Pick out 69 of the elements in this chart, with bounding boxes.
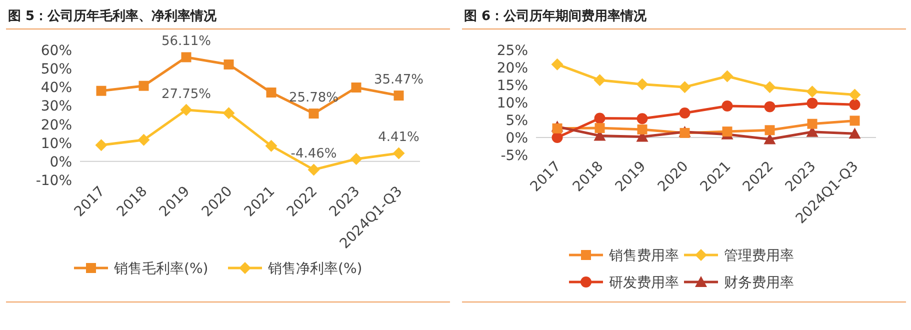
y-tick-label: 10% bbox=[40, 136, 72, 152]
y-tick-label: 30% bbox=[40, 98, 72, 115]
data-label: 35.47% bbox=[374, 72, 424, 88]
y-tick-label: 40% bbox=[40, 80, 72, 96]
point bbox=[96, 86, 106, 96]
point bbox=[848, 88, 861, 101]
legend-label: 销售毛利率(%) bbox=[113, 261, 208, 277]
chart-title: 图 6：公司历年期间费用率情况 bbox=[464, 8, 648, 24]
y-tick-label: -10% bbox=[36, 173, 72, 189]
point bbox=[637, 124, 648, 134]
point bbox=[594, 123, 605, 134]
point bbox=[721, 70, 734, 82]
y-tick-label: 15% bbox=[496, 78, 528, 94]
legend-label: 销售费用率 bbox=[608, 248, 679, 264]
y-tick-label: 0% bbox=[506, 130, 528, 146]
y-tick-label: 25% bbox=[496, 43, 528, 59]
legend-label: 管理费用率 bbox=[724, 248, 794, 264]
point bbox=[266, 88, 276, 98]
y-tick-label: 50% bbox=[40, 62, 72, 78]
data-label: 4.41% bbox=[378, 130, 420, 146]
point bbox=[138, 134, 150, 146]
point bbox=[394, 90, 404, 101]
point bbox=[95, 139, 108, 152]
point bbox=[678, 81, 691, 94]
point bbox=[392, 147, 405, 160]
point bbox=[848, 128, 861, 139]
legend-label: 财务费用率 bbox=[724, 275, 794, 291]
y-tick-label: 0% bbox=[50, 154, 72, 170]
y-tick-label: -5% bbox=[500, 148, 528, 164]
point bbox=[350, 153, 362, 166]
data-label: 56.11% bbox=[161, 34, 212, 50]
point bbox=[222, 107, 235, 120]
point bbox=[806, 86, 818, 98]
y-tick-label: 60% bbox=[40, 43, 72, 59]
point bbox=[636, 113, 648, 124]
point bbox=[722, 100, 733, 112]
point bbox=[764, 81, 776, 94]
point bbox=[308, 108, 319, 119]
point bbox=[351, 82, 362, 93]
legend-label: 销售净利率(%) bbox=[267, 261, 362, 277]
y-tick-label: 5% bbox=[506, 113, 528, 129]
data-label: 27.75% bbox=[161, 86, 212, 102]
point bbox=[551, 58, 564, 70]
legend-label: 研发费用率 bbox=[609, 275, 679, 291]
point bbox=[679, 108, 690, 118]
point bbox=[552, 132, 563, 143]
y-tick-label: 20% bbox=[40, 117, 72, 134]
point bbox=[849, 99, 860, 110]
point bbox=[850, 116, 860, 126]
point bbox=[181, 52, 192, 62]
point bbox=[594, 112, 606, 124]
point bbox=[764, 101, 776, 112]
point bbox=[594, 74, 606, 86]
point bbox=[180, 104, 192, 116]
point bbox=[764, 125, 775, 136]
point bbox=[806, 98, 818, 109]
point bbox=[552, 123, 562, 134]
point bbox=[308, 164, 320, 176]
point bbox=[224, 59, 234, 70]
chart-title: 图 5：公司历年毛利率、净利率情况 bbox=[8, 8, 218, 24]
point bbox=[265, 140, 278, 152]
data-label: 25.78% bbox=[288, 90, 339, 106]
y-tick-label: 10% bbox=[496, 96, 528, 112]
point bbox=[636, 78, 648, 90]
point bbox=[138, 80, 149, 91]
point bbox=[807, 118, 818, 129]
y-tick-label: 20% bbox=[496, 60, 528, 76]
data-label: -4.46% bbox=[290, 146, 337, 162]
point bbox=[722, 126, 732, 137]
